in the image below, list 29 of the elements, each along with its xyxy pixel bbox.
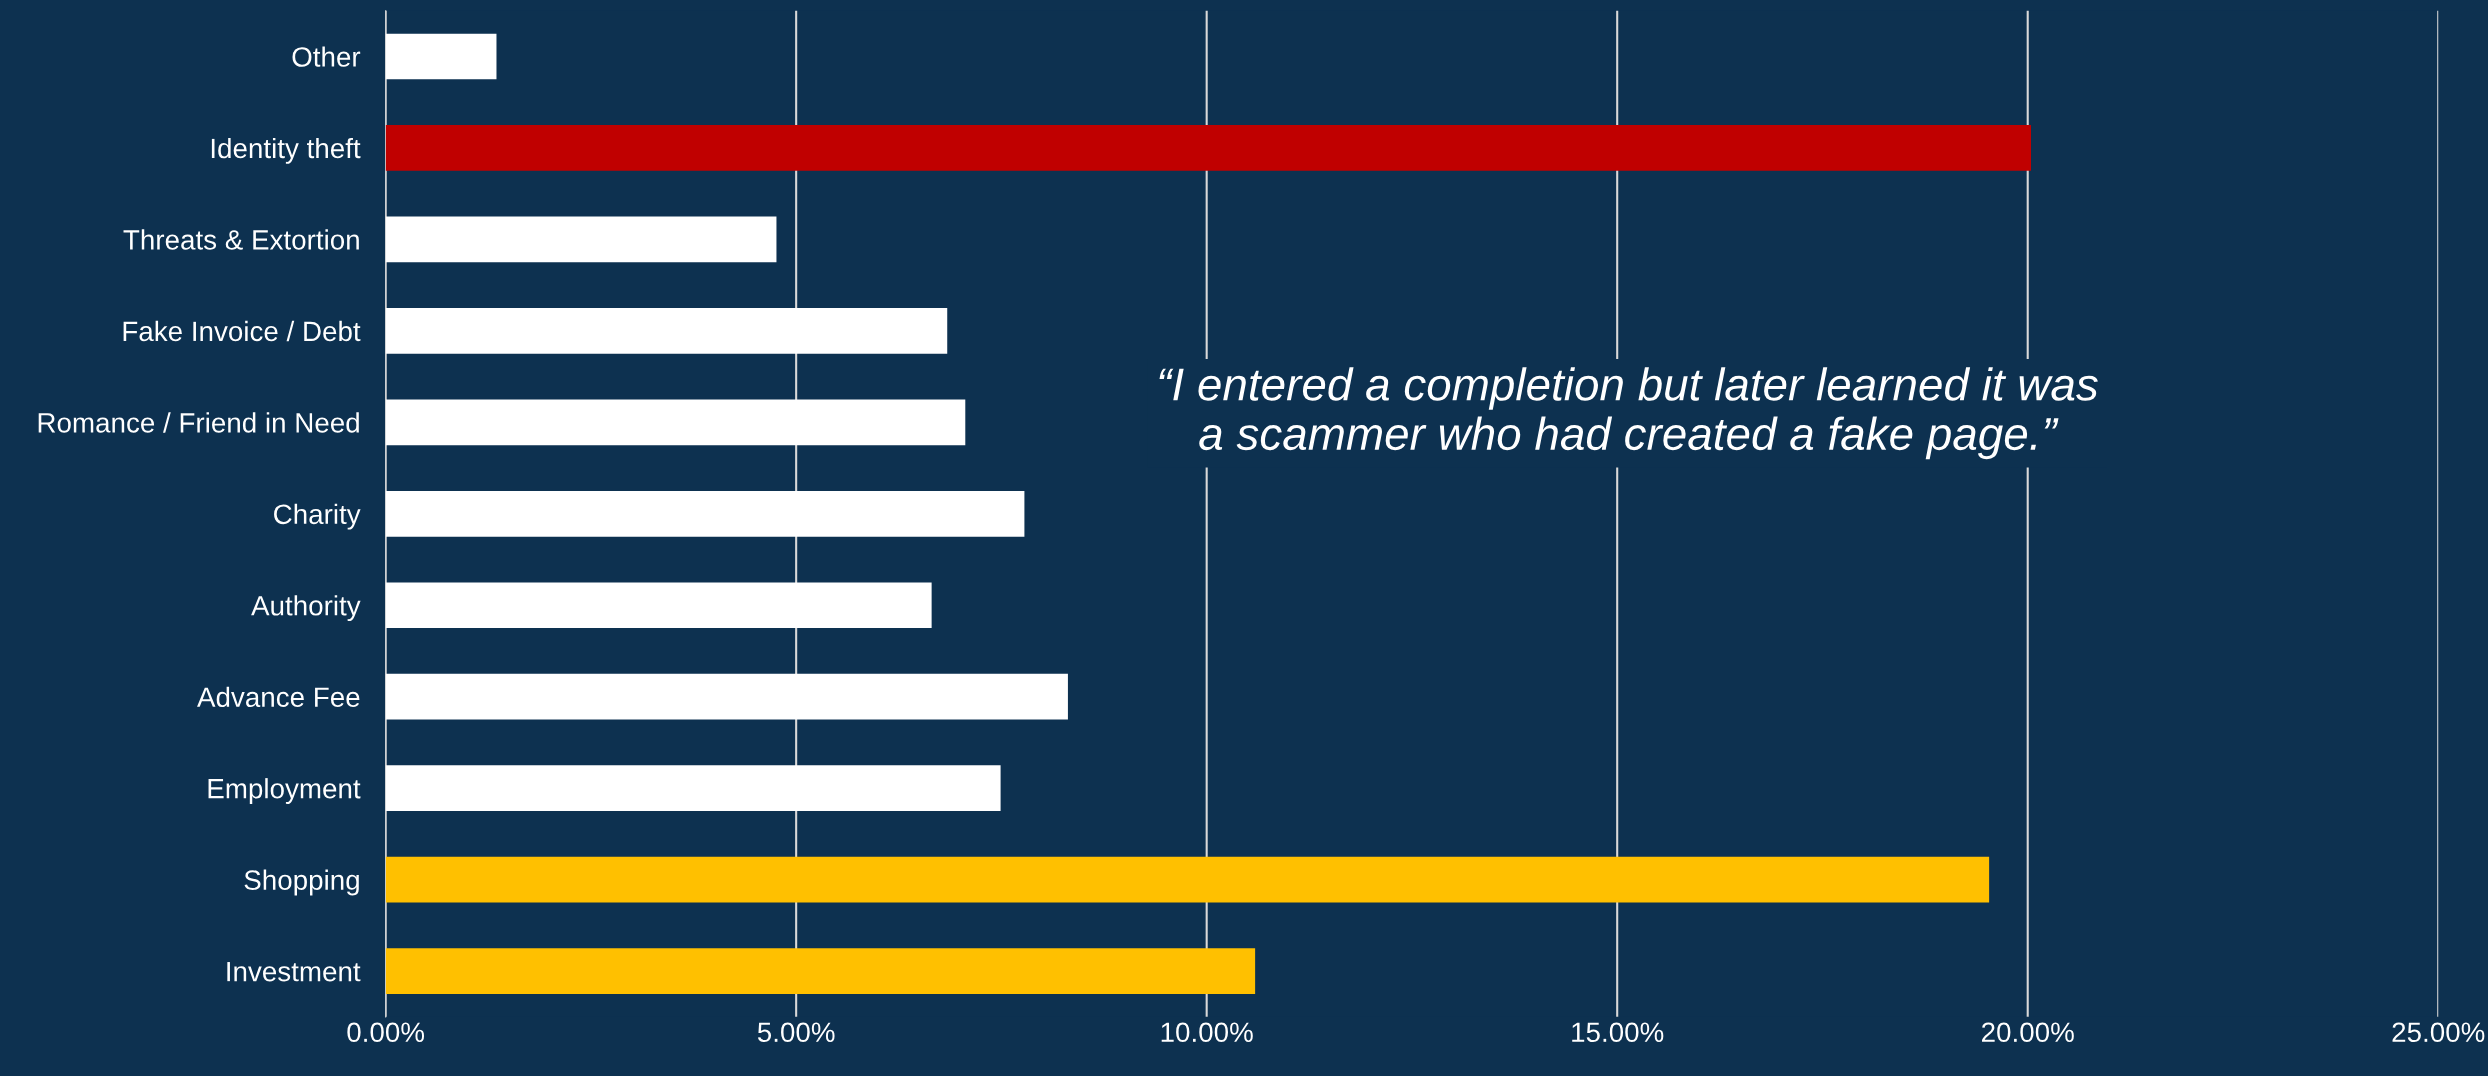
bar (385, 948, 1256, 994)
bar (385, 765, 1001, 812)
x-tick-label: 25.00% (2392, 1022, 2485, 1043)
y-tick-label: Threats & Extortion (123, 229, 359, 250)
bar (385, 33, 497, 80)
y-tick-label: Employment (208, 778, 361, 804)
y-tick-label: Charity (274, 503, 361, 530)
x-tick-label: 0.00% (347, 1022, 425, 1043)
y-tick-label: Advance Fee (197, 686, 360, 708)
bar (385, 399, 966, 446)
bar (385, 856, 1990, 903)
y-tick-label: Identity theft (211, 137, 361, 164)
x-tick-label: 10.00% (1161, 1022, 1253, 1043)
y-tick-label: Other (292, 46, 361, 67)
bar (385, 308, 948, 354)
bar (385, 673, 1068, 720)
y-tick-label: Romance / Friend in Need (38, 412, 359, 433)
x-tick-label: 20.00% (1982, 1022, 2074, 1043)
bar (385, 490, 1025, 537)
annotation: “I entered a completion but later learned it was a scammer who had created a fake page.” (1159, 367, 2098, 460)
x-tick-label: 15.00% (1572, 1022, 1664, 1043)
y-tick-label: Fake Invoice / Debt (123, 320, 361, 342)
y-tick-label: Authority (251, 595, 361, 622)
y-tick-label: Investment (227, 962, 361, 982)
bar (385, 582, 932, 629)
bar (385, 216, 777, 263)
y-tick-label: Shopping (244, 869, 359, 896)
bar (385, 125, 2031, 171)
x-tick-label: 5.00% (757, 1022, 835, 1043)
